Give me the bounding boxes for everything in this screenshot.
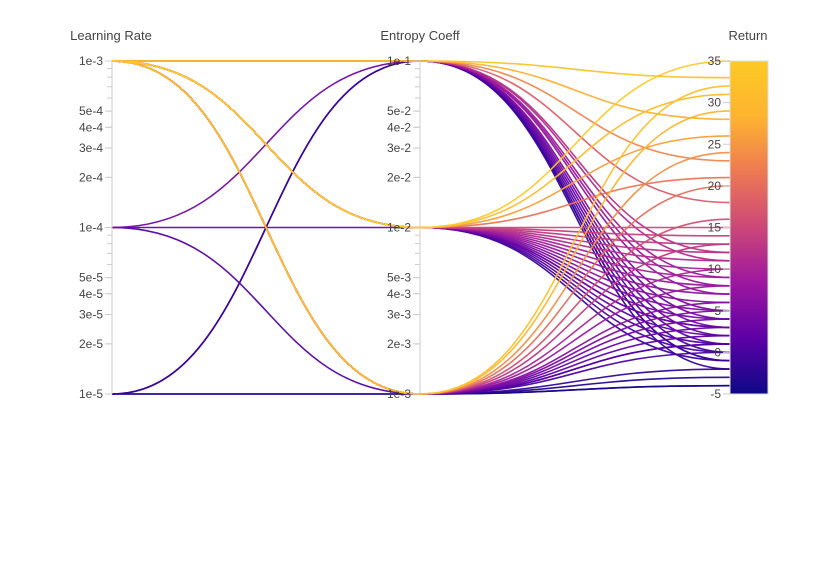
tick-label: 4e-2 [387,120,411,134]
tick-label: 2e-2 [387,170,411,184]
tick-label: 35 [708,54,722,68]
tick-label: 15 [708,221,722,235]
tick-label: 3e-2 [387,141,411,155]
tick-label: 1e-1 [387,54,411,68]
run-line [112,60,731,279]
run-line [111,60,731,354]
run-line [112,60,731,262]
axis-title: Return [728,28,767,43]
run-line [112,60,731,345]
tick-label: 1e-5 [79,387,103,401]
run-line [112,60,731,362]
colorbar [729,60,769,395]
tick-label: 2e-3 [387,337,411,351]
run-line [112,60,731,204]
tick-label: 1e-3 [387,387,411,401]
run-line [112,60,731,79]
run-line [112,60,731,287]
tick-label: 3e-3 [387,308,411,322]
tick-label: 25 [708,137,722,151]
run-lines [111,60,731,395]
tick-label: 2e-4 [79,170,103,184]
tick-label: 20 [708,179,722,193]
run-line [111,60,731,279]
run-line [112,60,731,295]
run-line [111,60,731,287]
tick-label: 5e-2 [387,104,411,118]
run-line [111,60,731,345]
axis-title: Entropy Coeff [380,28,460,43]
tick-label: 4e-3 [387,287,411,301]
run-line [111,60,731,295]
tick-label: -5 [710,387,721,401]
tick-label: 3e-5 [79,308,103,322]
tick-label: 5e-5 [79,271,103,285]
axes: Learning Rate 1e-3 5e-4 4e-4 3e-4 2e-4 1e-4 5e-… [70,28,767,401]
run-line [111,60,731,329]
tick-label: 5 [714,304,721,318]
run-line [111,60,731,270]
tick-label: 2e-5 [79,337,103,351]
tick-label: 30 [708,96,722,110]
tick-label: 1e-4 [79,221,103,235]
axis-return: Return 35 30 25 20 15 10 5 0 -5 [708,28,768,401]
tick-label: 1e-3 [79,54,103,68]
tick-label: 5e-3 [387,271,411,285]
axis-title: Learning Rate [70,28,152,43]
axis-entropy-coeff: Entropy Coeff 1e-1 5e-2 4e-2 3e-2 2e-2 1e-2 5e-… [380,28,460,401]
run-line [111,60,731,304]
run-line [111,60,731,262]
tick-label: 4e-4 [79,120,103,134]
run-line [112,60,731,329]
tick-label: 0 [714,345,721,359]
run-line [112,60,731,121]
run-line [111,60,731,362]
run-line [112,60,731,354]
tick-label: 1e-2 [387,221,411,235]
run-line [112,376,731,395]
tick-label: 10 [708,262,722,276]
run-line [112,60,731,337]
tick-label: 3e-4 [79,141,103,155]
tick-label: 4e-5 [79,287,103,301]
run-line [111,60,731,337]
axis-learning-rate: Learning Rate 1e-3 5e-4 4e-4 3e-4 2e-4 1e-4 5e-… [70,28,152,401]
run-line [112,60,731,162]
tick-label: 5e-4 [79,104,103,118]
